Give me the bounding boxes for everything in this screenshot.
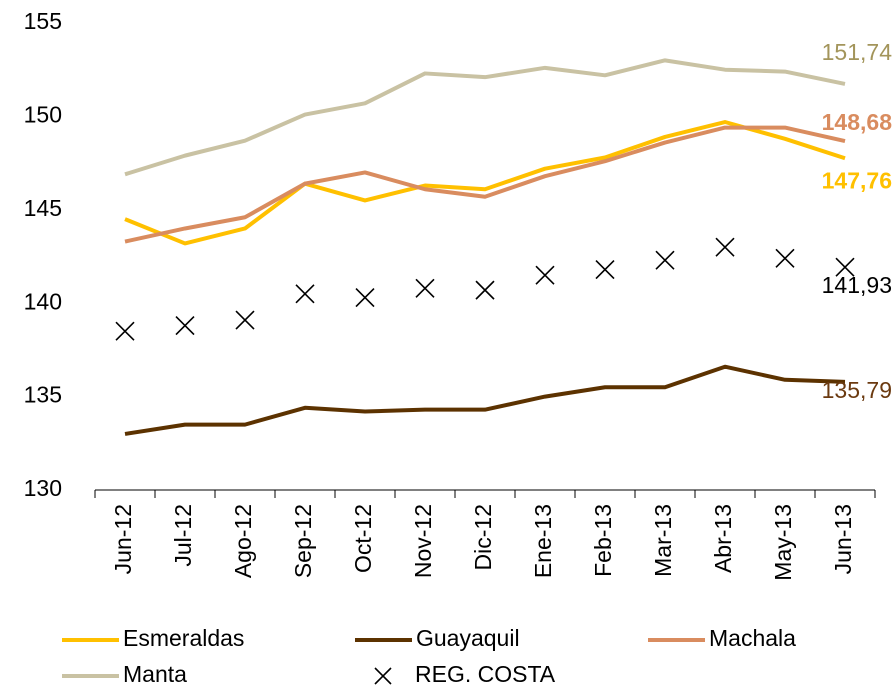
x-tick-label: Jun-13	[830, 504, 856, 574]
marker	[715, 237, 735, 257]
data-label: 135,79	[822, 377, 892, 403]
y-tick-label: 155	[24, 8, 62, 34]
marker	[235, 310, 255, 330]
marker	[355, 288, 375, 308]
legend-label: Machala	[709, 625, 796, 651]
x-tick-label: Feb-13	[590, 504, 616, 577]
series-line	[124, 364, 846, 436]
marker	[655, 250, 675, 270]
marker	[535, 265, 555, 285]
x-tick-label: Oct-12	[350, 504, 376, 573]
x-tick-label: Sep-12	[290, 504, 316, 578]
legend-label: REG. COSTA	[415, 661, 556, 687]
marker	[835, 257, 855, 277]
x-tick-label: Ene-13	[530, 504, 556, 578]
legend-label: Esmeraldas	[123, 625, 244, 651]
legend-marker	[374, 667, 392, 685]
y-tick-label: 145	[24, 195, 62, 221]
series-line	[124, 125, 846, 244]
marker	[295, 284, 315, 304]
data-label: 148,68	[822, 109, 893, 135]
y-tick-label: 140	[24, 288, 62, 314]
legend-label: Manta	[123, 661, 187, 687]
y-tick-label: 135	[24, 382, 62, 408]
legend-label: Guayaquil	[416, 625, 520, 651]
marker	[175, 316, 195, 336]
data-label: 141,93	[822, 272, 892, 298]
marker	[115, 321, 135, 341]
data-label: 147,76	[822, 167, 892, 193]
x-tick-label: Jul-12	[170, 504, 196, 567]
data-label: 151,74	[822, 39, 893, 65]
x-tick-label: Ago-12	[230, 504, 256, 578]
marker	[775, 248, 795, 268]
marker	[415, 278, 435, 298]
x-tick-label: May-13	[770, 504, 796, 581]
x-tick-label: Nov-12	[410, 504, 436, 578]
x-tick-label: Mar-13	[650, 504, 676, 577]
series-line	[124, 120, 846, 246]
x-tick-label: Jun-12	[110, 504, 136, 574]
series-line	[124, 58, 846, 177]
y-tick-label: 130	[24, 475, 62, 501]
marker	[595, 260, 615, 280]
marker	[475, 280, 495, 300]
y-tick-label: 150	[24, 101, 62, 127]
x-tick-label: Abr-13	[710, 504, 736, 573]
x-tick-label: Dic-12	[470, 504, 496, 570]
